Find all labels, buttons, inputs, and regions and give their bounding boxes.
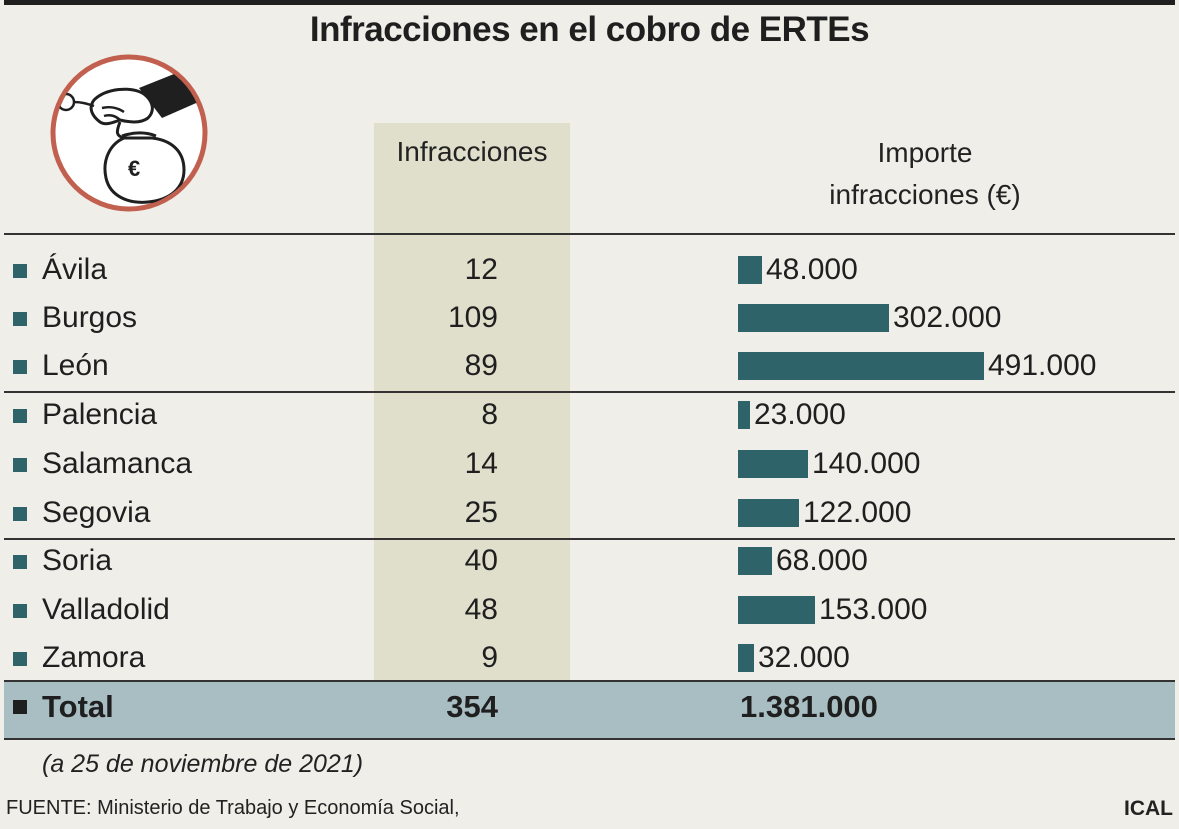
credit: ICAL — [1124, 797, 1173, 820]
importe-label: 48.000 — [766, 253, 858, 286]
infracciones-value: 12 — [464, 253, 498, 286]
infracciones-value: 8 — [481, 398, 498, 431]
header-rule — [4, 233, 1175, 235]
header-importe-line2: infracciones (€) — [829, 179, 1021, 210]
chart-title: Infracciones en el cobro de ERTEs — [309, 10, 870, 49]
importe-label: 23.000 — [754, 398, 846, 431]
total-infracciones: 354 — [446, 689, 498, 724]
group-rule — [4, 391, 1175, 393]
province-label: Segovia — [42, 496, 151, 529]
infracciones-value: 9 — [481, 641, 498, 674]
row-bullet — [13, 409, 27, 423]
infracciones-value: 40 — [464, 544, 498, 577]
province-label: León — [42, 349, 109, 382]
money-bag-hand-icon: € — [50, 54, 208, 212]
province-label: Palencia — [42, 398, 158, 431]
row-bullet — [13, 458, 27, 472]
total-rule-bottom — [4, 738, 1175, 740]
importe-label: 491.000 — [988, 349, 1097, 382]
header-infracciones: Infracciones — [396, 136, 548, 167]
province-label: Burgos — [42, 301, 138, 334]
province-label: Ávila — [42, 253, 108, 286]
total-row — [4, 682, 1175, 739]
importe-label: 140.000 — [812, 447, 921, 480]
importe-label: 302.000 — [893, 301, 1002, 334]
importe-bar — [738, 596, 815, 624]
group-rule — [4, 538, 1175, 540]
infracciones-value: 48 — [464, 593, 498, 626]
date-note: (a 25 de noviembre de 2021) — [42, 750, 364, 778]
importe-bar — [738, 547, 772, 575]
total-label: Total — [42, 689, 114, 724]
total-rule-top — [4, 680, 1175, 682]
row-bullet — [13, 652, 27, 666]
importe-label: 122.000 — [803, 496, 912, 529]
euro-symbol: € — [128, 156, 140, 181]
importe-bar — [738, 401, 750, 429]
header-importe: Importe infracciones (€) — [760, 132, 1090, 216]
importe-label: 153.000 — [819, 593, 928, 626]
row-bullet — [13, 264, 27, 278]
importe-bar — [738, 644, 754, 672]
source-note: FUENTE: Ministerio de Trabajo y Economía… — [6, 797, 460, 819]
row-bullet — [13, 604, 27, 618]
row-bullet — [13, 312, 27, 326]
infracciones-value: 109 — [447, 301, 498, 334]
infracciones-value: 25 — [464, 496, 498, 529]
province-label: Valladolid — [42, 593, 170, 626]
total-bullet — [13, 700, 27, 714]
row-bullet — [13, 507, 27, 521]
infracciones-value: 14 — [464, 447, 498, 480]
importe-label: 68.000 — [776, 544, 868, 577]
top-rule — [4, 0, 1175, 5]
importe-bar — [738, 304, 889, 332]
total-importe: 1.381.000 — [740, 689, 878, 724]
province-label: Soria — [42, 544, 113, 577]
importe-bar — [738, 499, 799, 527]
importe-bar — [738, 450, 808, 478]
province-label: Zamora — [42, 641, 146, 674]
infracciones-column-band — [374, 123, 570, 680]
row-bullet — [13, 360, 27, 374]
province-label: Salamanca — [42, 447, 193, 480]
infracciones-value: 89 — [464, 349, 498, 382]
importe-label: 32.000 — [758, 641, 850, 674]
importe-bar — [738, 352, 984, 380]
header-importe-line1: Importe — [877, 137, 973, 168]
row-bullet — [13, 555, 27, 569]
importe-bar — [738, 256, 762, 284]
